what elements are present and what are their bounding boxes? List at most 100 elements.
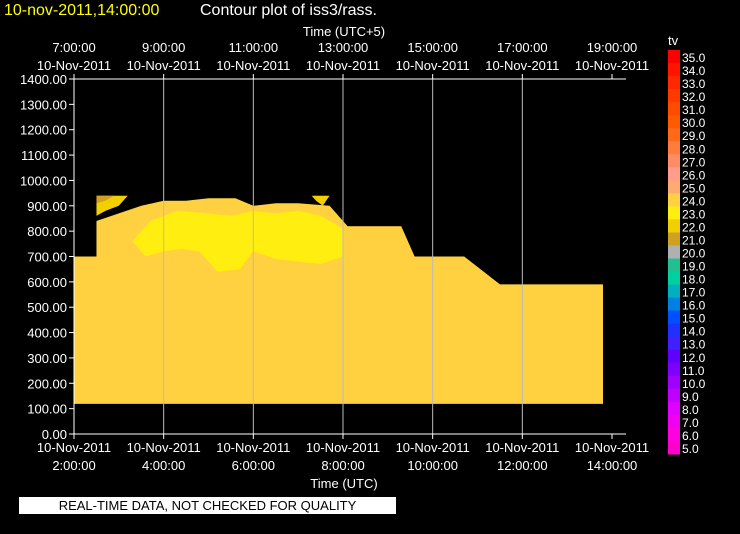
colorbar-swatch xyxy=(668,206,680,220)
top-x-tick-time: 9:00:00 xyxy=(142,40,185,55)
colorbar-level-label: 8.0 xyxy=(682,403,699,417)
y-tick-label: 1300.00 xyxy=(20,97,67,112)
colorbar-swatch xyxy=(668,427,680,442)
y-tick-label: 100.00 xyxy=(27,402,67,417)
contour-band-23-0 xyxy=(132,210,343,272)
top-x-tick-time: 19:00:00 xyxy=(587,40,638,55)
colorbar-swatch xyxy=(668,258,680,272)
colorbar-level-label: 26.0 xyxy=(682,168,706,182)
y-tick-label: 1100.00 xyxy=(21,148,67,163)
x-tick-date: 10-Nov-2011 xyxy=(396,440,470,455)
x-tick-date: 10-Nov-2011 xyxy=(575,440,649,455)
top-axis-label: Time (UTC+5) xyxy=(303,24,385,39)
y-tick-label: 400.00 xyxy=(27,326,67,341)
colorbar-level-label: 27.0 xyxy=(682,155,706,169)
top-x-tick-time: 7:00:00 xyxy=(52,40,95,55)
colorbar-swatch xyxy=(668,401,680,416)
colorbar-swatch xyxy=(668,89,680,103)
x-tick-time: 14:00:00 xyxy=(587,458,638,473)
colorbar-level-label: 25.0 xyxy=(682,181,706,195)
colorbar-swatch xyxy=(668,414,680,429)
colorbar-level-label: 22.0 xyxy=(682,221,706,235)
colorbar-level-label: 10.0 xyxy=(682,377,706,391)
colorbar-level-label: 24.0 xyxy=(682,194,706,208)
y-tick-label: 200.00 xyxy=(27,376,67,391)
y-tick-label: 300.00 xyxy=(27,351,67,366)
contour-band-30-0 xyxy=(0,404,612,434)
y-tick-label: 1400.00 xyxy=(20,72,67,87)
colorbar-swatch xyxy=(668,219,680,233)
top-x-tick-date: 10-Nov-2011 xyxy=(37,58,111,73)
colorbar-swatch xyxy=(668,441,680,455)
colorbar-level-label: 6.0 xyxy=(682,429,699,443)
colorbar-swatch xyxy=(668,375,680,390)
colorbar-level-label: 28.0 xyxy=(682,142,706,156)
colorbar-swatch xyxy=(668,76,680,90)
colorbar-swatch xyxy=(668,336,680,351)
colorbar-level-label: 23.0 xyxy=(682,207,706,221)
colorbar-level-label: 14.0 xyxy=(682,325,706,339)
colorbar-level-label: 29.0 xyxy=(682,129,706,143)
top-x-tick-time: 17:00:00 xyxy=(497,40,548,55)
colorbar-label: tv xyxy=(668,33,679,48)
y-tick-label: 700.00 xyxy=(27,250,67,265)
colorbar-level-label: 15.0 xyxy=(682,312,706,326)
colorbar-swatch xyxy=(668,284,680,299)
colorbar-swatch xyxy=(668,141,680,155)
colorbar-level-label: 5.0 xyxy=(682,442,699,456)
colorbar-level-label: 33.0 xyxy=(682,77,706,91)
top-x-tick-time: 15:00:00 xyxy=(407,40,458,55)
colorbar-swatch xyxy=(668,349,680,364)
x-tick-date: 10-Nov-2011 xyxy=(37,440,111,455)
y-tick-label: 0.00 xyxy=(42,427,67,442)
x-tick-date: 10-Nov-2011 xyxy=(127,440,201,455)
x-tick-date: 10-Nov-2011 xyxy=(485,440,559,455)
colorbar-swatch xyxy=(668,102,680,116)
colorbar-swatch xyxy=(668,388,680,403)
x-tick-time: 2:00:00 xyxy=(52,458,95,473)
colorbar-level-label: 30.0 xyxy=(682,116,706,130)
colorbar-level-label: 12.0 xyxy=(682,351,706,365)
x-tick-time: 6:00:00 xyxy=(232,458,275,473)
contour-band-24-0 xyxy=(74,198,603,404)
colorbar-level-label: 34.0 xyxy=(682,64,706,78)
contour-bands xyxy=(0,195,612,434)
contour-band-21-0 xyxy=(96,195,115,204)
top-x-tick-time: 13:00:00 xyxy=(318,40,369,55)
colorbar-level-label: 11.0 xyxy=(682,364,705,378)
x-tick-time: 10:00:00 xyxy=(407,458,458,473)
colorbar-level-label: 16.0 xyxy=(682,299,706,313)
colorbar-swatch xyxy=(668,128,680,142)
x-tick-date: 10-Nov-2011 xyxy=(216,440,290,455)
quality-note: REAL-TIME DATA, NOT CHECKED FOR QUALITY xyxy=(19,497,396,514)
colorbar-level-label: 18.0 xyxy=(682,273,706,287)
top-x-tick-date: 10-Nov-2011 xyxy=(485,58,559,73)
colorbar-swatch xyxy=(668,297,680,312)
colorbar-level-label: 32.0 xyxy=(682,90,706,104)
colorbar-level-label: 9.0 xyxy=(682,390,699,404)
colorbar-swatch xyxy=(668,193,680,207)
colorbar-level-label: 21.0 xyxy=(682,234,706,248)
bottom-axis-label: Time (UTC) xyxy=(310,476,377,491)
y-tick-label: 1200.00 xyxy=(20,123,67,138)
colorbar-swatch xyxy=(668,180,680,194)
top-x-tick-date: 10-Nov-2011 xyxy=(216,58,290,73)
top-x-tick-date: 10-Nov-2011 xyxy=(396,58,470,73)
colorbar-swatch xyxy=(668,323,680,338)
x-tick-time: 4:00:00 xyxy=(142,458,185,473)
date-heading: 10-nov-2011,14:00:00 xyxy=(4,2,160,19)
colorbar-swatch xyxy=(668,271,680,285)
colorbar-swatch xyxy=(668,154,680,168)
colorbar-level-label: 17.0 xyxy=(682,286,706,300)
top-x-tick-date: 10-Nov-2011 xyxy=(127,58,201,73)
colorbar-level-label: 7.0 xyxy=(682,416,699,430)
top-x-tick-date: 10-Nov-2011 xyxy=(575,58,649,73)
colorbar-swatch xyxy=(668,310,680,325)
y-tick-label: 500.00 xyxy=(27,300,67,315)
colorbar-swatch xyxy=(668,245,680,259)
colorbar-level-label: 19.0 xyxy=(682,260,706,274)
x-tick-time: 12:00:00 xyxy=(497,458,548,473)
colorbar: tv 35.034.033.032.031.030.029.028.027.02… xyxy=(668,33,706,456)
colorbar-level-label: 31.0 xyxy=(682,103,706,117)
